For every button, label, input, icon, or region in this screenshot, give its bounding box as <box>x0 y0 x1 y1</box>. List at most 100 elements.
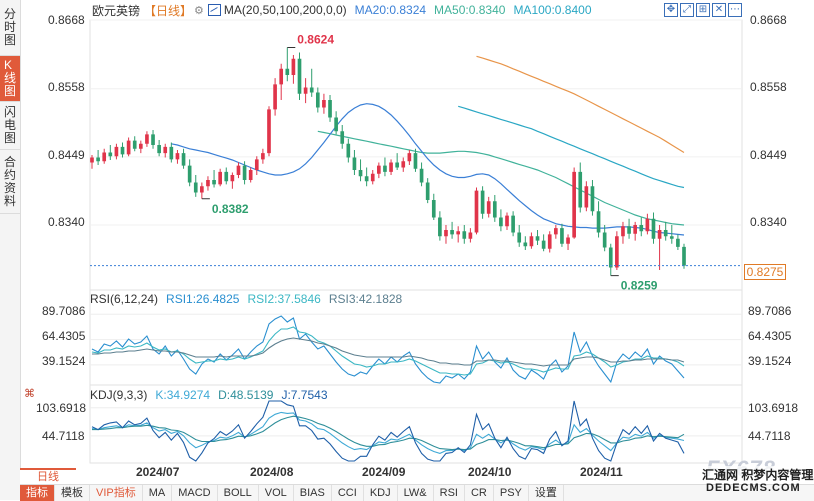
price-tick-left-0: 0.8668 <box>48 13 85 27</box>
candle-body <box>108 152 113 157</box>
rsi-tick-left-0: 89.7086 <box>42 304 86 318</box>
candle-body <box>389 162 393 172</box>
rsi-label[interactable]: RSI(6,12,24) <box>90 292 159 306</box>
candle-body <box>273 84 277 110</box>
candle-body <box>212 180 216 185</box>
candle-body <box>291 58 296 75</box>
candle-body <box>541 240 546 249</box>
ind-tab-template[interactable]: 模板 <box>55 485 90 501</box>
candle-body <box>126 140 131 155</box>
rsi-rsi1-line <box>91 315 685 384</box>
ind-tab-indicators[interactable]: 指标 <box>20 485 55 501</box>
symbol-name: 欧元英镑 <box>92 3 141 18</box>
candle-body <box>370 173 375 182</box>
sidebar-item-flash[interactable]: 闪电图 <box>0 102 20 150</box>
ind-tab-macd[interactable]: MACD <box>172 485 218 501</box>
candle-body <box>511 215 515 233</box>
candle-body <box>267 109 271 154</box>
candle-body <box>90 157 94 163</box>
rsi-rsi3-line <box>92 337 685 367</box>
candle-body <box>132 140 137 149</box>
ind-tab-vol[interactable]: VOL <box>259 485 294 501</box>
candle-body <box>114 146 119 157</box>
candle-body <box>328 100 332 118</box>
candle-body <box>547 234 552 249</box>
fullscreen-icon[interactable]: ⤢ <box>680 3 694 17</box>
high-annotation: 0.8624 <box>297 33 334 47</box>
candle-body <box>578 171 583 208</box>
candle-body <box>657 230 662 239</box>
rsi-tick-right-1: 64.4305 <box>748 329 792 343</box>
period-tabs: 日线 <box>20 468 76 484</box>
indicator-tabs: 指标 模板 VIP指标 MA MACD BOLL VOL BIAS CCI KD… <box>20 484 814 501</box>
last-price-tag: 0.8275 <box>744 264 786 280</box>
ind-tab-cci[interactable]: CCI <box>332 485 364 501</box>
candle-body <box>254 159 259 170</box>
ind-tab-kdj[interactable]: KDJ <box>364 485 398 501</box>
tab-daily[interactable]: 日线 <box>20 468 76 484</box>
kdj-tick-left-0: 103.6918 <box>36 401 87 415</box>
kdj-tick-right-1: 44.7118 <box>748 429 791 443</box>
sidebar-item-timeshare[interactable]: 分时图 <box>0 0 20 56</box>
price-tick-left-1: 0.8558 <box>48 80 85 94</box>
pane-settings-icon[interactable]: ⌘ <box>24 388 35 400</box>
candle-body <box>523 242 528 247</box>
ind-tab-vip[interactable]: VIP指标 <box>90 485 143 501</box>
candle-body <box>480 190 485 214</box>
candle-body <box>303 87 308 94</box>
close-icon[interactable]: ✕ <box>712 3 726 17</box>
ma-toggle-icon[interactable] <box>207 4 221 16</box>
more-icon[interactable]: ⋯ <box>728 3 742 17</box>
ind-tab-boll[interactable]: BOLL <box>218 485 259 501</box>
candle-body <box>297 58 302 94</box>
ind-tab-settings[interactable]: 设置 <box>529 485 564 501</box>
candle-body <box>682 246 686 266</box>
kdj-label[interactable]: KDJ(9,3,3) <box>90 388 148 402</box>
ma200-line <box>476 55 685 154</box>
rsi-tick-left-1: 64.4305 <box>42 329 86 343</box>
ind-tab-ma[interactable]: MA <box>143 485 173 501</box>
ind-tab-cr[interactable]: CR <box>465 485 494 501</box>
crosshair-icon[interactable]: ⊞ <box>696 3 710 17</box>
candle-body <box>669 236 674 239</box>
price-tick-left-3: 0.8340 <box>48 215 85 229</box>
sidebar-item-contract[interactable]: 合约资料 <box>0 150 20 214</box>
rsi-pane-frame <box>89 289 743 386</box>
ind-tab-rsi[interactable]: RSI <box>434 485 465 501</box>
candle-body <box>566 237 570 244</box>
candle-body <box>309 87 314 93</box>
period-selector[interactable]: 【日线】 <box>144 3 193 18</box>
candle-body <box>200 186 204 193</box>
candle-body <box>407 153 412 162</box>
ma100-line <box>458 105 685 189</box>
ind-tab-lwr[interactable]: LW& <box>398 485 434 501</box>
candle-body <box>450 230 454 235</box>
candle-body <box>187 165 192 183</box>
date-tick-3: 2024/10 <box>468 465 512 479</box>
settings-gear-icon[interactable]: ⚙ <box>194 4 204 17</box>
candle-body <box>383 165 387 172</box>
ind-tab-bias[interactable]: BIAS <box>294 485 332 501</box>
kdj-d-value: D:48.5139 <box>218 388 274 402</box>
candle-body <box>364 176 369 182</box>
candle-body <box>218 171 222 185</box>
candle-body <box>645 218 650 232</box>
ma50-line <box>317 130 685 226</box>
price-tick-right-1: 0.8558 <box>750 80 787 94</box>
candle-body <box>456 231 461 235</box>
candle-body <box>419 168 424 183</box>
candle-body <box>358 170 363 177</box>
candle-body <box>157 145 161 154</box>
candle-body <box>462 231 467 239</box>
candle-body <box>315 92 320 108</box>
candle-body <box>444 230 448 237</box>
move-arrows-icon[interactable]: ✥ <box>664 3 678 17</box>
candle-body <box>431 200 436 218</box>
watermark-text: 汇通网 积梦内容管理系统 <box>702 466 814 483</box>
ma-label: MA(20,50,100,200,0,0) <box>223 3 347 17</box>
candle-body <box>224 171 229 182</box>
ind-tab-psy[interactable]: PSY <box>494 485 529 501</box>
